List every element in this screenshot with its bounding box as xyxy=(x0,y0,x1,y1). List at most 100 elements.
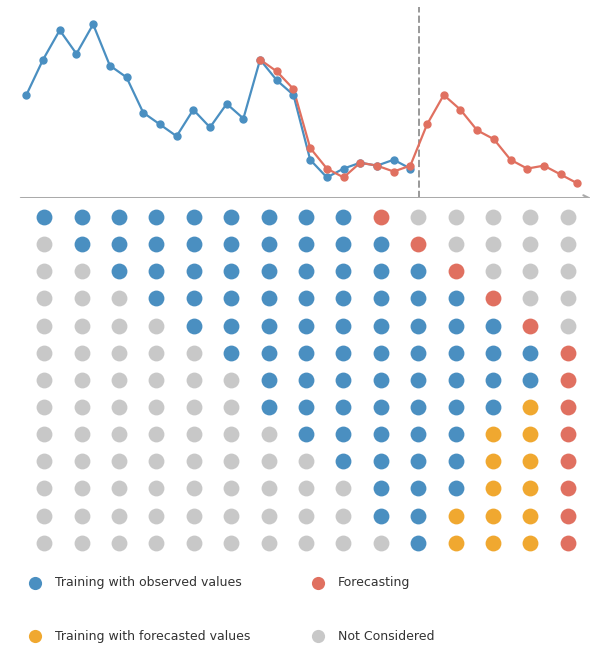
Point xyxy=(338,429,348,440)
Point xyxy=(563,320,572,331)
Point xyxy=(31,631,40,641)
Point xyxy=(264,537,274,548)
Point xyxy=(152,483,161,494)
Point xyxy=(77,510,86,521)
Point xyxy=(226,429,236,440)
Point xyxy=(40,483,49,494)
Point xyxy=(189,537,199,548)
Point xyxy=(376,537,386,548)
Point xyxy=(152,510,161,521)
Point xyxy=(301,347,311,358)
Point xyxy=(264,374,274,385)
Point xyxy=(489,134,499,145)
Point xyxy=(189,510,199,521)
Point xyxy=(88,19,98,30)
Point xyxy=(488,320,498,331)
Point xyxy=(189,239,199,250)
Point xyxy=(376,483,386,494)
Point xyxy=(114,239,124,250)
Point xyxy=(38,54,48,65)
Point xyxy=(526,402,535,412)
Text: Training with observed values: Training with observed values xyxy=(55,576,242,589)
Point xyxy=(506,155,515,165)
Point xyxy=(413,293,423,303)
Text: Forecasting: Forecasting xyxy=(338,576,410,589)
Point xyxy=(376,266,386,277)
Point xyxy=(338,266,348,277)
Point xyxy=(563,239,572,250)
Point xyxy=(77,537,86,548)
Point xyxy=(338,293,348,303)
Point xyxy=(114,456,124,467)
Point xyxy=(264,456,274,467)
Point xyxy=(305,155,315,165)
Point xyxy=(40,429,49,440)
Point xyxy=(226,402,236,412)
Point xyxy=(152,320,161,331)
Point xyxy=(239,114,248,124)
Point xyxy=(189,320,199,331)
Point xyxy=(301,510,311,521)
Point xyxy=(376,510,386,521)
Point xyxy=(376,347,386,358)
Point xyxy=(152,537,161,548)
Point xyxy=(563,510,572,521)
Point xyxy=(264,483,274,494)
Point xyxy=(77,429,86,440)
Point xyxy=(526,239,535,250)
Point xyxy=(152,347,161,358)
Point xyxy=(301,320,311,331)
Point xyxy=(301,266,311,277)
Point xyxy=(413,429,423,440)
Point xyxy=(338,239,348,250)
Point xyxy=(372,160,382,171)
Point xyxy=(226,483,236,494)
Point xyxy=(488,374,498,385)
Point xyxy=(77,456,86,467)
Point xyxy=(189,483,199,494)
Point xyxy=(413,537,423,548)
Point xyxy=(338,456,348,467)
Point xyxy=(264,293,274,303)
Point xyxy=(114,537,124,548)
Point xyxy=(488,347,498,358)
Point xyxy=(338,537,348,548)
Point xyxy=(313,631,322,641)
Point xyxy=(114,483,124,494)
Point xyxy=(222,98,232,109)
Point xyxy=(338,347,348,358)
Point xyxy=(40,374,49,385)
Point xyxy=(264,266,274,277)
Point xyxy=(226,320,236,331)
Point xyxy=(389,166,398,177)
Point xyxy=(155,119,165,129)
Point xyxy=(488,429,498,440)
Point xyxy=(563,212,572,222)
Point xyxy=(77,347,86,358)
Point xyxy=(40,347,49,358)
Point xyxy=(226,510,236,521)
Point xyxy=(301,456,311,467)
Point xyxy=(114,510,124,521)
Point xyxy=(472,125,482,135)
Point xyxy=(189,402,199,412)
Point xyxy=(338,320,348,331)
Point xyxy=(226,374,236,385)
Point xyxy=(152,239,161,250)
Point xyxy=(205,122,215,133)
Point xyxy=(152,293,161,303)
Point xyxy=(226,537,236,548)
Point xyxy=(255,54,265,65)
Point xyxy=(539,160,549,171)
Point xyxy=(563,293,572,303)
Point xyxy=(152,456,161,467)
Point xyxy=(523,163,532,174)
Point xyxy=(40,456,49,467)
Point xyxy=(376,239,386,250)
Point xyxy=(451,510,460,521)
Point xyxy=(413,266,423,277)
Point xyxy=(189,293,199,303)
Point xyxy=(563,266,572,277)
Point xyxy=(40,212,49,222)
Point xyxy=(77,483,86,494)
